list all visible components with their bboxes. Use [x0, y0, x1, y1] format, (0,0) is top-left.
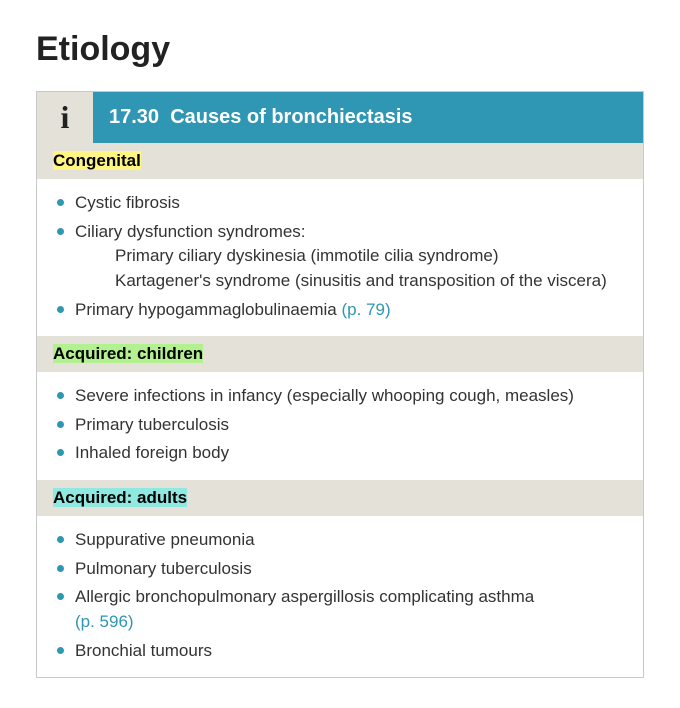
list-item: Pulmonary tuberculosis [55, 555, 625, 584]
section-title: Congenital [53, 151, 141, 170]
item-text: Primary hypogammaglobulinaemia [75, 300, 341, 319]
info-icon: i [37, 92, 93, 143]
section-body-children: Severe infections in infancy (especially… [37, 372, 643, 480]
list-item: Severe infections in infancy (especially… [55, 382, 625, 411]
item-text: Cystic fibrosis [75, 193, 180, 212]
section-body-congenital: Cystic fibrosis Ciliary dysfunction synd… [37, 179, 643, 336]
sub-item: Primary ciliary dyskinesia (immotile cil… [75, 244, 625, 269]
list-item: Primary hypogammaglobulinaemia (p. 79) [55, 296, 625, 325]
section-title: Acquired: children [53, 344, 203, 363]
section-title: Acquired: adults [53, 488, 187, 507]
item-text: Suppurative pneumonia [75, 530, 255, 549]
item-text: Primary tuberculosis [75, 415, 229, 434]
list-item: Primary tuberculosis [55, 411, 625, 440]
section-header-congenital: Congenital [37, 143, 643, 179]
page-title: Etiology [36, 30, 644, 69]
list-item: Allergic bronchopulmonary aspergillosis … [55, 583, 625, 636]
info-box: i 17.30 Causes of bronchiectasis Congeni… [36, 91, 644, 678]
section-body-adults: Suppurative pneumonia Pulmonary tubercul… [37, 516, 643, 677]
list-item: Cystic fibrosis [55, 189, 625, 218]
item-text: Bronchial tumours [75, 641, 212, 660]
section-header-adults: Acquired: adults [37, 480, 643, 516]
list-item: Suppurative pneumonia [55, 526, 625, 555]
list-item: Inhaled foreign body [55, 439, 625, 468]
item-text: Pulmonary tuberculosis [75, 559, 252, 578]
page-ref: (p. 596) [75, 610, 625, 635]
list-item: Bronchial tumours [55, 637, 625, 666]
item-text: Severe infections in infancy (especially… [75, 386, 574, 405]
box-title: 17.30 Causes of bronchiectasis [93, 92, 643, 143]
info-icon-glyph: i [61, 99, 70, 136]
box-number: 17.30 [109, 106, 159, 128]
item-text: Allergic bronchopulmonary aspergillosis … [75, 587, 534, 606]
item-text: Ciliary dysfunction syndromes: [75, 222, 306, 241]
box-heading: Causes of bronchiectasis [170, 106, 412, 128]
section-header-children: Acquired: children [37, 336, 643, 372]
box-header: i 17.30 Causes of bronchiectasis [37, 92, 643, 143]
page-ref: (p. 79) [341, 300, 390, 319]
list-item: Ciliary dysfunction syndromes: Primary c… [55, 218, 625, 296]
item-text: Inhaled foreign body [75, 443, 229, 462]
sub-item: Kartagener's syndrome (sinusitis and tra… [75, 269, 625, 294]
